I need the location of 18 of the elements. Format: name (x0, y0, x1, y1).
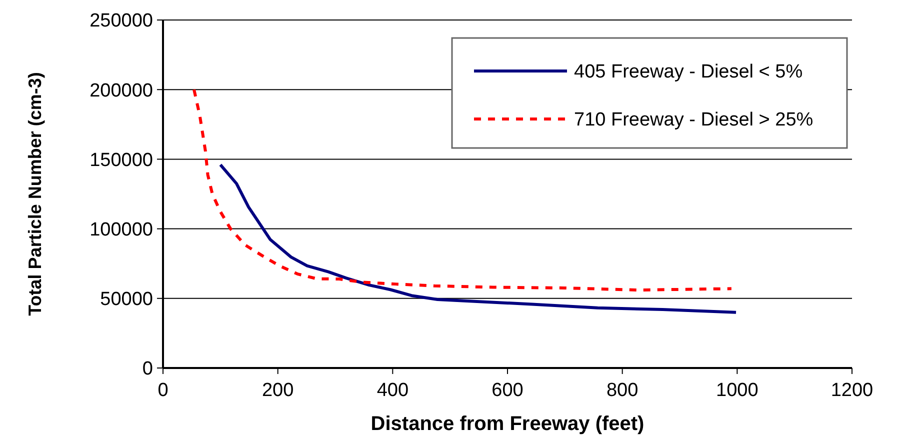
y-tick-label: 150000 (90, 150, 153, 171)
x-tick-label: 400 (376, 380, 409, 401)
y-tick-label: 100000 (90, 219, 153, 240)
x-tick-label: 1000 (716, 380, 758, 401)
x-tick-label: 600 (492, 380, 524, 401)
y-tick-label: 200000 (90, 80, 153, 102)
legend-label: 710 Freeway - Diesel > 25% (574, 110, 814, 131)
x-axis-title: Distance from Freeway (feet) (370, 413, 644, 435)
x-tick-label: 800 (606, 380, 638, 401)
x-tick-label: 1200 (830, 380, 874, 401)
x-tick-label: 200 (262, 380, 294, 401)
y-axis-title: Total Particle Number (cm-3) (25, 72, 45, 316)
y-tick-label: 250000 (90, 10, 153, 32)
line-series (218, 163, 738, 314)
x-tick-label: 0 (158, 380, 168, 401)
y-tick-label: 0 (142, 358, 153, 380)
y-tick-label: 50000 (100, 289, 153, 310)
legend-label: 405 Freeway - Diesel < 5% (574, 62, 803, 83)
